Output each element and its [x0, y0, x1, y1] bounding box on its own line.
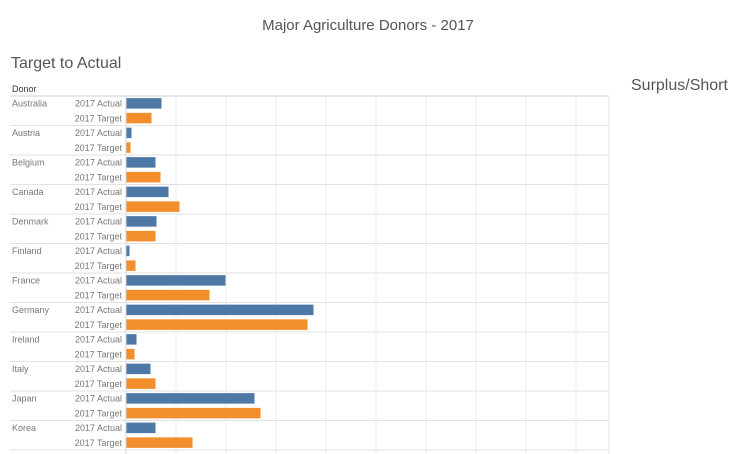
bar-canada-target [126, 201, 180, 212]
bar-belgium-target [126, 171, 161, 183]
bar-belgium-actual [126, 157, 156, 168]
row-label: 2017 Actual [75, 305, 122, 315]
bar-austria-actual [126, 127, 132, 139]
bar-italy-target [126, 378, 156, 389]
donor-label-korea: Korea [12, 423, 36, 433]
row-label: 2017 Target [75, 113, 123, 123]
bar-korea-actual [126, 422, 156, 434]
bar-finland-actual [126, 245, 130, 257]
row-label: 2017 Target [75, 202, 123, 212]
bar-germany-target [126, 319, 308, 330]
row-label: 2017 Target [75, 320, 123, 330]
bar-canada-actual [126, 186, 169, 198]
donor-label-italy: Italy [12, 364, 29, 374]
bar-italy-actual [126, 363, 151, 375]
donor-header: Donor [12, 84, 37, 94]
row-label: 2017 Target [75, 438, 123, 448]
bar-australia-actual [126, 98, 162, 109]
row-label: 2017 Actual [75, 276, 122, 286]
row-label: 2017 Actual [75, 364, 122, 374]
bar-france-target [126, 289, 210, 301]
donor-label-japan: Japan [12, 394, 37, 404]
bar-germany-actual [126, 304, 314, 316]
row-label: 2017 Target [75, 261, 123, 271]
surplus-short-table: DonorFrance54.5Netherlands39.7Australia3… [0, 120, 120, 454]
row-label: 2017 Actual [75, 158, 122, 168]
bar-austria-target [126, 142, 131, 153]
row-label: 2017 Actual [75, 99, 122, 109]
heatmap-title: Surplus/Short [631, 77, 728, 94]
donor-label-canada: Canada [12, 187, 44, 197]
row-label: 2017 Target [75, 379, 123, 389]
bar-denmark-actual [126, 216, 157, 227]
donor-label-belgium: Belgium [12, 158, 45, 168]
donor-label-finland: Finland [12, 246, 42, 256]
row-label: 2017 Actual [75, 394, 122, 404]
row-label: 2017 Actual [75, 217, 122, 227]
row-label: 2017 Target [75, 349, 123, 359]
bar-japan-target [126, 407, 261, 419]
target-actual-chart: Donor Australia 2017 Actual 2017 Target Aust… [10, 84, 610, 454]
row-label: 2017 Actual [75, 128, 122, 138]
row-label: 2017 Actual [75, 187, 122, 197]
donor-label-france: France [12, 276, 40, 286]
donor-label-germany: Germany [12, 305, 50, 315]
donor-label-ireland: Ireland [12, 335, 40, 345]
bar-chart-title: Target to Actual [11, 55, 122, 72]
bar-ireland-actual [126, 334, 137, 345]
bar-finland-target [126, 260, 136, 271]
bar-ireland-target [126, 348, 135, 360]
row-label: 2017 Actual [75, 335, 122, 345]
bar-japan-actual [126, 393, 255, 404]
row-label: 2017 Actual [75, 246, 122, 256]
chart-title: Major Agriculture Donors - 2017 [262, 17, 474, 34]
bar-denmark-target [126, 230, 156, 242]
bar-korea-target [126, 437, 193, 448]
bar-france-actual [126, 275, 226, 286]
bar-australia-target [126, 112, 152, 124]
row-label: 2017 Target [75, 143, 123, 153]
donor-label-austria: Austria [12, 128, 40, 138]
row-label: 2017 Actual [75, 423, 122, 433]
row-label: 2017 Target [75, 290, 123, 300]
donor-label-australia: Australia [12, 99, 47, 109]
row-label: 2017 Target [75, 408, 123, 418]
row-label: 2017 Target [75, 172, 123, 182]
row-label: 2017 Target [75, 231, 123, 241]
donor-label-denmark: Denmark [12, 217, 49, 227]
